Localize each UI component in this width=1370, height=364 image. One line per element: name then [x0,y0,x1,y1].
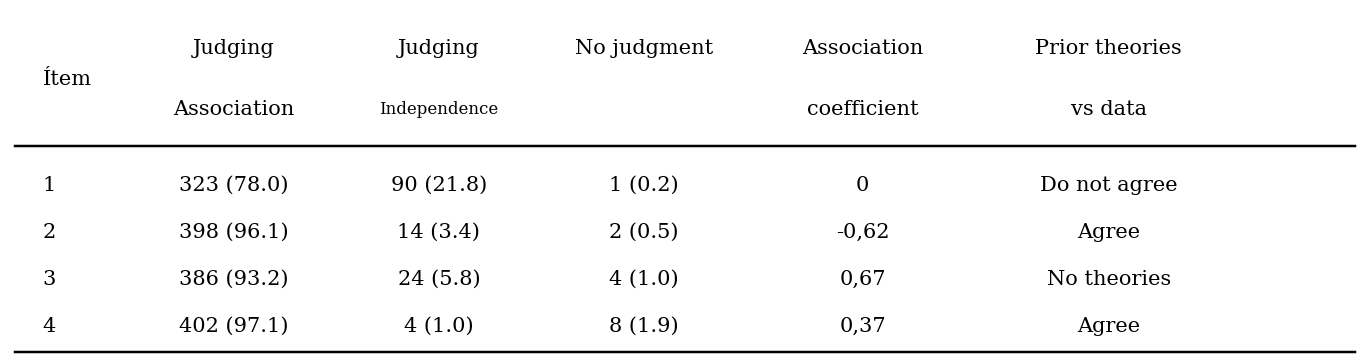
Text: Do not agree: Do not agree [1040,176,1178,195]
Text: Agree: Agree [1077,317,1140,336]
Text: 3: 3 [42,270,56,289]
Text: 1 (0.2): 1 (0.2) [610,176,678,195]
Text: No theories: No theories [1047,270,1171,289]
Text: 0,67: 0,67 [840,270,886,289]
Text: 2 (0.5): 2 (0.5) [610,223,678,242]
Text: 323 (78.0): 323 (78.0) [179,176,289,195]
Text: -0,62: -0,62 [836,223,889,242]
Text: 8 (1.9): 8 (1.9) [610,317,678,336]
Text: 4: 4 [42,317,56,336]
Text: 1: 1 [42,176,56,195]
Text: 386 (93.2): 386 (93.2) [179,270,289,289]
Text: Independence: Independence [379,101,499,118]
Text: 14 (3.4): 14 (3.4) [397,223,481,242]
Text: Association: Association [801,39,923,58]
Text: Agree: Agree [1077,223,1140,242]
Text: 402 (97.1): 402 (97.1) [179,317,289,336]
Text: 0,37: 0,37 [840,317,886,336]
Text: Judging: Judging [399,39,479,58]
Text: 4 (1.0): 4 (1.0) [610,270,678,289]
Text: vs data: vs data [1071,100,1147,119]
Text: 2: 2 [42,223,56,242]
Text: 90 (21.8): 90 (21.8) [390,176,486,195]
Text: coefficient: coefficient [807,100,918,119]
Text: Association: Association [173,100,295,119]
Text: Judging: Judging [193,39,275,58]
Text: 398 (96.1): 398 (96.1) [179,223,289,242]
Text: No judgment: No judgment [575,39,714,58]
Text: 24 (5.8): 24 (5.8) [397,270,481,289]
Text: 0: 0 [856,176,870,195]
Text: 4 (1.0): 4 (1.0) [404,317,474,336]
Text: Prior theories: Prior theories [1036,39,1182,58]
Text: Ítem: Ítem [42,70,92,88]
